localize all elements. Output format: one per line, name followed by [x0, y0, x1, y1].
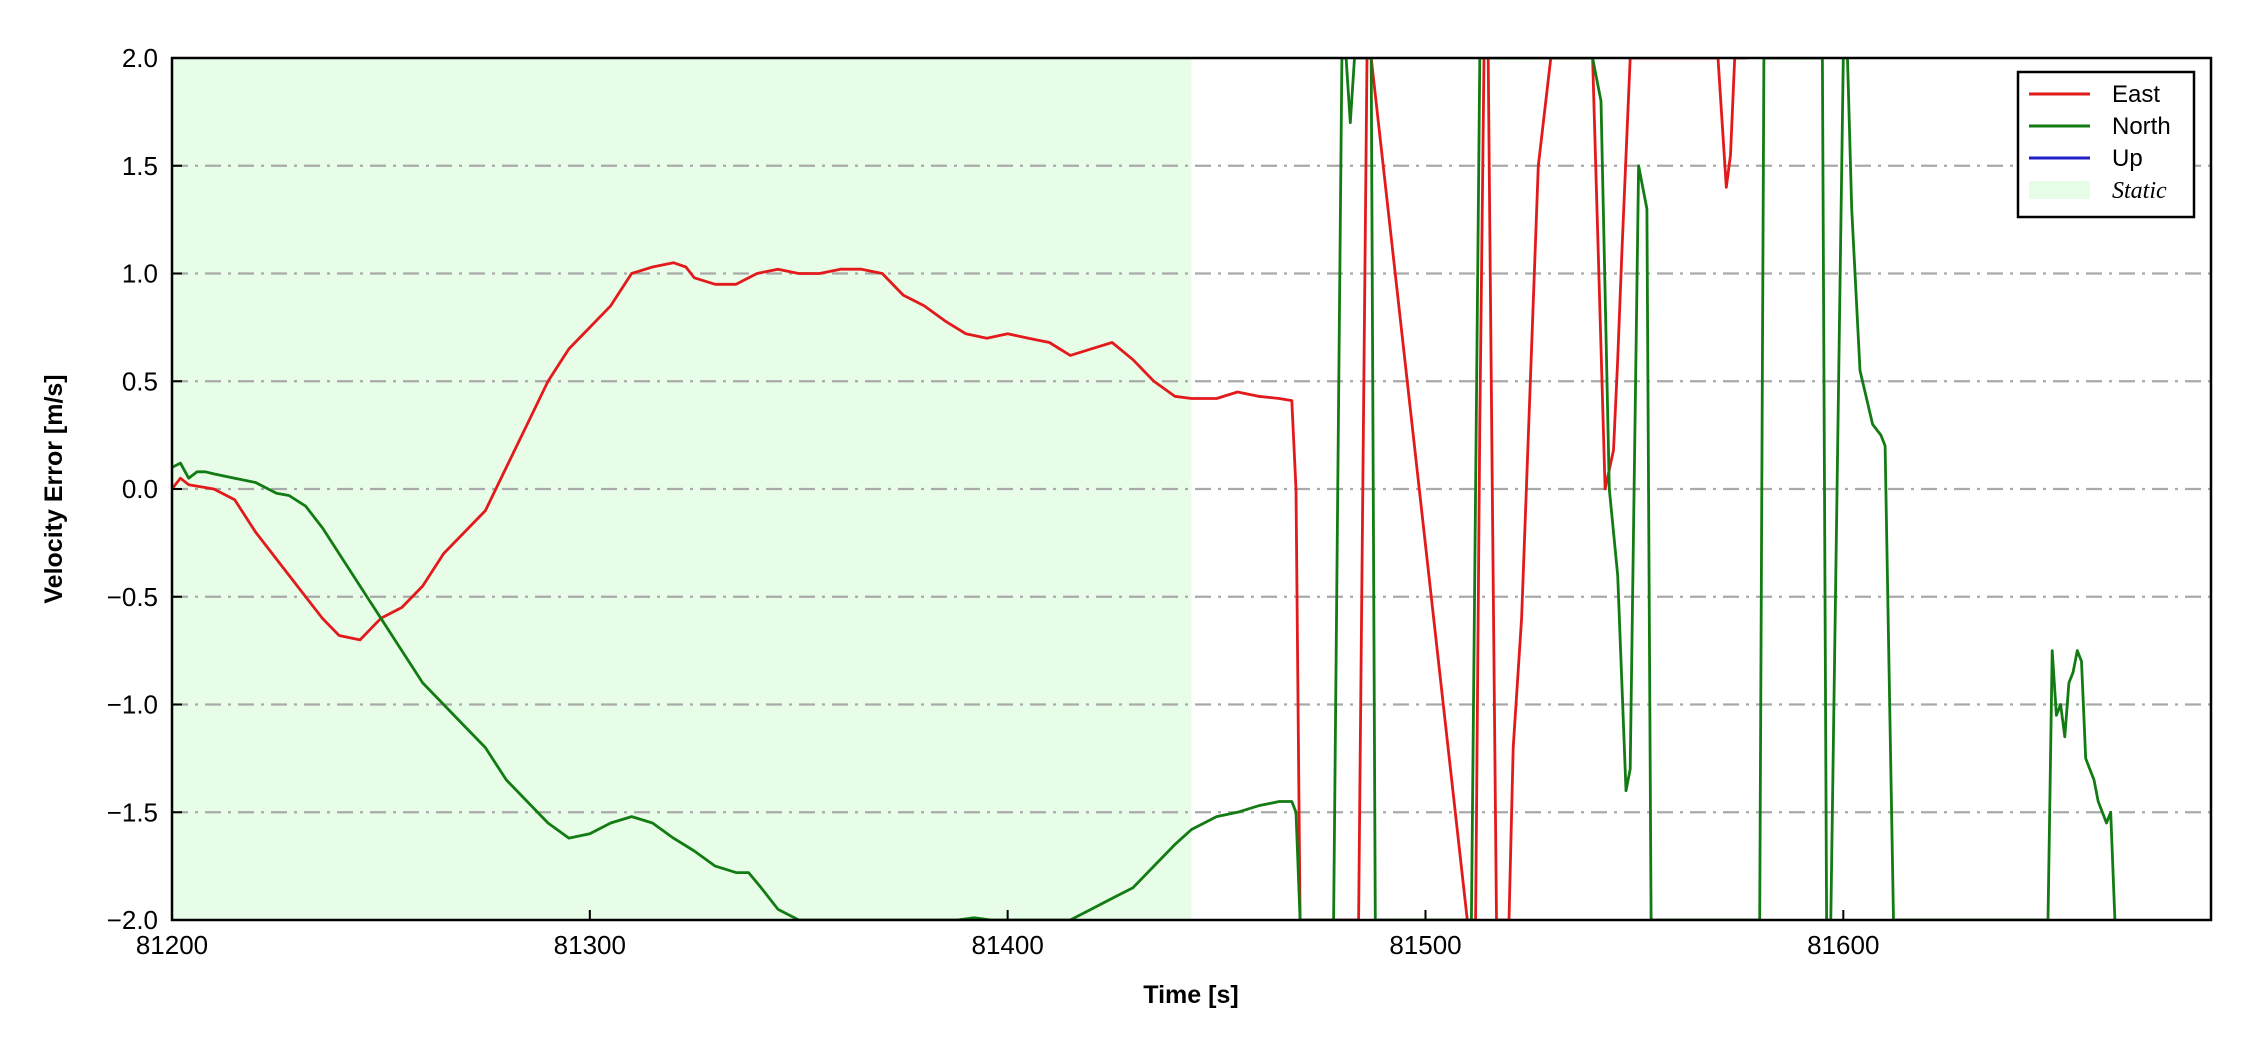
x-tick-label: 81500: [1389, 930, 1461, 960]
y-tick-label: 0.0: [122, 474, 158, 504]
y-tick-label: −2.0: [107, 905, 158, 935]
legend-swatch-static: [2029, 181, 2090, 199]
y-tick-label: 0.5: [122, 366, 158, 396]
series-line-east: [172, 58, 1748, 920]
y-tick-label: −1.0: [107, 690, 158, 720]
x-axis-label: Time [s]: [1143, 981, 1238, 1009]
x-tick-label: 81300: [554, 930, 626, 960]
y-tick-label: −1.5: [107, 797, 158, 827]
y-tick-label: 1.0: [122, 259, 158, 289]
legend-label-static: Static: [2112, 178, 2167, 204]
series-line-north: [172, 58, 2117, 920]
y-tick-label: −0.5: [107, 582, 158, 612]
y-axis-label: Velocity Error [m/s]: [40, 374, 68, 603]
legend: East North Up Static: [2016, 70, 2196, 219]
legend-label-up: Up: [2112, 145, 2143, 172]
y-tick-label: 1.5: [122, 151, 158, 181]
legend-label-east: East: [2112, 81, 2160, 108]
grid-lines: [172, 164, 2211, 814]
x-tick-label: 81600: [1807, 930, 1879, 960]
x-tick-label: 81400: [971, 930, 1043, 960]
legend-label-north: North: [2112, 113, 2171, 140]
x-tick-label: 81200: [136, 930, 208, 960]
y-tick-label: 2.0: [122, 43, 158, 73]
series-lines: [172, 58, 2117, 920]
